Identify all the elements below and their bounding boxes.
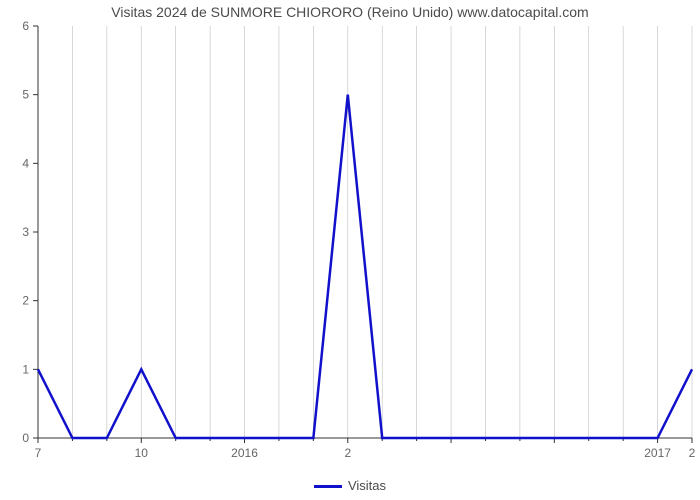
svg-text:7: 7 [35,446,42,460]
svg-text:6: 6 [22,19,29,33]
svg-text:2016: 2016 [231,446,258,460]
svg-text:5: 5 [22,88,29,102]
legend: Visitas [0,478,700,493]
svg-text:2: 2 [344,446,351,460]
svg-text:2: 2 [22,294,29,308]
legend-label: Visitas [348,478,386,493]
svg-text:2017: 2017 [644,446,671,460]
svg-text:2: 2 [689,446,696,460]
legend-swatch [314,485,342,488]
svg-text:1: 1 [22,362,29,376]
svg-text:4: 4 [22,156,29,170]
svg-text:10: 10 [135,446,149,460]
line-chart: 0 1 2 3 4 5 6 7 10 2016 2 2017 2 [0,0,700,500]
svg-text:3: 3 [22,225,29,239]
svg-text:0: 0 [22,431,29,445]
chart-container: Visitas 2024 de SUNMORE CHIORORO (Reino … [0,0,700,500]
